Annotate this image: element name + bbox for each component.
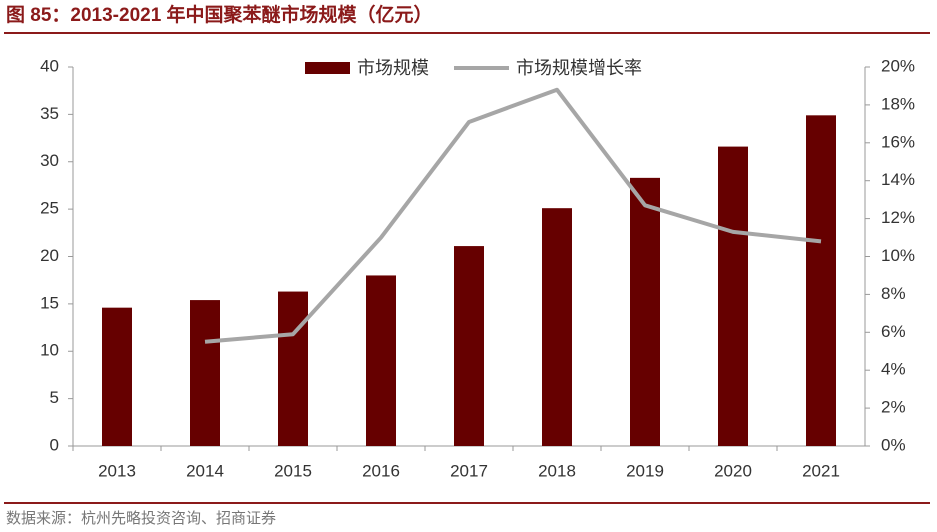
x-tick-label: 2018: [538, 461, 576, 480]
y-tick-label: 0: [50, 435, 59, 454]
legend-swatch: [305, 62, 350, 74]
y2-tick-label: 16%: [881, 132, 915, 151]
bar: [454, 246, 484, 446]
y2-tick-label: 18%: [881, 94, 915, 113]
y2-tick-label: 10%: [881, 246, 915, 265]
chart-title: 图 85：2013-2021 年中国聚苯醚市场规模（亿元）: [6, 3, 433, 26]
x-tick-label: 2013: [98, 461, 136, 480]
legend-label: 市场规模: [357, 58, 429, 78]
y-tick-label: 25: [40, 199, 59, 218]
y2-tick-label: 20%: [881, 56, 915, 75]
bar: [190, 300, 220, 446]
y-tick-label: 15: [40, 293, 59, 312]
bar: [718, 146, 748, 446]
y2-tick-label: 2%: [881, 398, 906, 417]
x-tick-label: 2021: [802, 461, 840, 480]
legend-label: 市场规模增长率: [516, 58, 642, 78]
y2-tick-label: 4%: [881, 360, 906, 379]
y2-tick-label: 0%: [881, 435, 906, 454]
y-tick-label: 30: [40, 151, 59, 170]
source-note: 数据来源：杭州先略投资咨询、招商证券: [6, 510, 276, 527]
x-tick-label: 2017: [450, 461, 488, 480]
bar: [542, 208, 572, 446]
y-tick-label: 20: [40, 246, 59, 265]
y-tick-label: 40: [40, 56, 59, 75]
y2-tick-label: 14%: [881, 170, 915, 189]
bar: [102, 307, 132, 446]
y2-tick-label: 6%: [881, 322, 906, 341]
x-tick-label: 2014: [186, 461, 224, 480]
bar: [366, 275, 396, 446]
bar: [806, 115, 836, 446]
y2-tick-label: 12%: [881, 208, 915, 227]
y-tick-label: 5: [50, 388, 59, 407]
x-tick-label: 2016: [362, 461, 400, 480]
x-tick-label: 2015: [274, 461, 312, 480]
bar: [630, 177, 660, 447]
bar: [278, 291, 308, 446]
x-tick-label: 2020: [714, 461, 752, 480]
line: [204, 87, 822, 344]
x-tick-label: 2019: [626, 461, 664, 480]
y2-tick-label: 8%: [881, 284, 906, 303]
y-tick-label: 10: [40, 341, 59, 360]
y-tick-label: 35: [40, 104, 59, 123]
